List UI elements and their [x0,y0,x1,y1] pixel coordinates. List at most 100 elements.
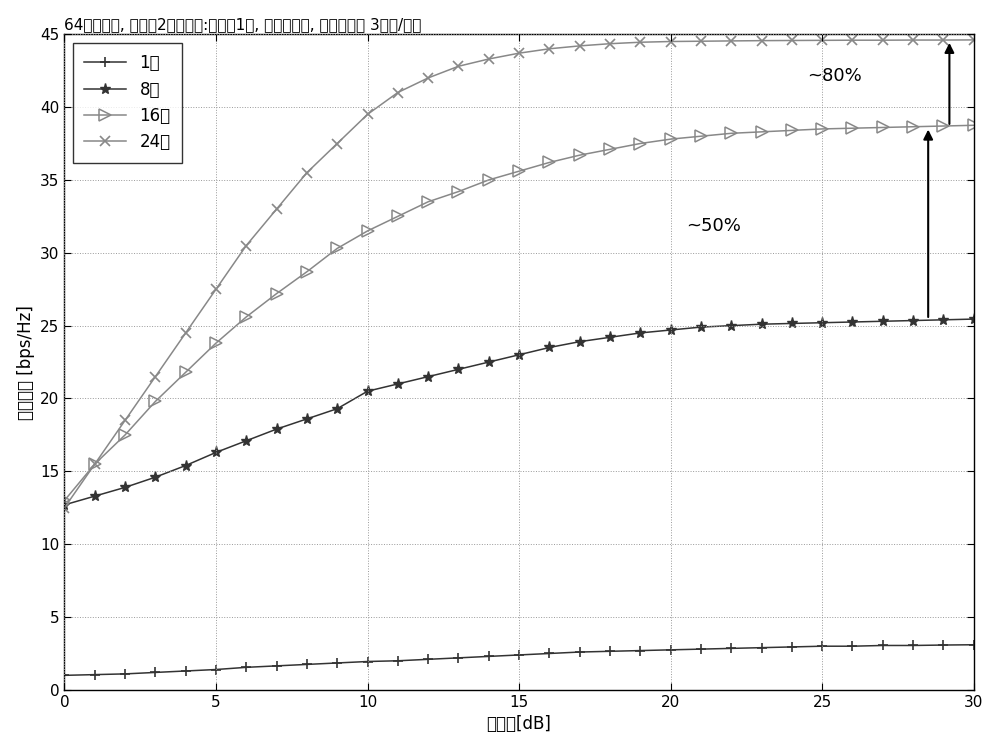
16层 [816,124,828,134]
24层 [725,37,737,46]
8层 [362,387,374,396]
1层 [362,657,374,666]
8层 [452,364,464,374]
1层 [786,643,798,652]
Text: 64发射天线, 每用户2接收天线:每用户1层, 非相关信道, 移动速度： 3公里/小时: 64发射天线, 每用户2接收天线:每用户1层, 非相关信道, 移动速度： 3公里… [64,16,422,32]
16层 [543,158,555,167]
1层 [574,647,586,656]
16层 [513,166,525,176]
24层 [362,110,374,118]
1层 [907,641,919,650]
8层 [907,316,919,325]
16层 [937,122,949,130]
8层 [665,326,677,334]
16层 [210,339,222,348]
8层 [271,424,283,433]
8层 [180,461,192,470]
16层 [301,267,313,276]
16层 [634,139,646,148]
24层 [301,168,313,177]
16层 [240,313,252,322]
1层 [58,670,70,680]
1层 [846,642,858,651]
24层 [846,36,858,45]
1层 [968,640,980,650]
16层 [907,122,919,131]
16层 [786,126,798,135]
16层 [695,132,707,141]
24层 [452,62,464,70]
24层 [392,88,404,97]
1层 [180,667,192,676]
1层 [89,670,101,679]
16层 [483,176,495,184]
24层 [665,37,677,46]
16层 [846,124,858,133]
8层 [301,415,313,424]
1层 [513,650,525,659]
8层 [695,322,707,332]
8层 [543,343,555,352]
24层 [968,35,980,44]
24层 [937,35,949,44]
24层 [513,49,525,58]
16层 [665,135,677,144]
1层 [816,642,828,651]
16层 [877,123,889,132]
8层 [58,500,70,509]
Line: 16层: 16层 [59,120,979,506]
24层 [180,328,192,338]
24层 [877,36,889,45]
24层 [816,36,828,45]
24层 [907,35,919,44]
1层 [392,656,404,665]
8层 [483,358,495,367]
Line: 24层: 24层 [60,35,979,513]
24层 [543,44,555,53]
24层 [483,55,495,64]
16层 [452,187,464,196]
8层 [513,350,525,359]
16层 [119,430,131,439]
8层 [634,328,646,338]
16层 [968,121,980,130]
24层 [786,36,798,45]
Text: ~50%: ~50% [686,217,741,235]
8层 [604,333,616,342]
8层 [574,338,586,346]
8层 [149,472,161,482]
24层 [89,460,101,469]
8层 [937,315,949,324]
24层 [240,241,252,250]
8层 [877,316,889,326]
16层 [58,496,70,505]
16层 [725,129,737,138]
24层 [271,205,283,214]
8层 [422,372,434,381]
16层 [392,211,404,220]
24层 [422,74,434,82]
1层 [210,665,222,674]
1层 [695,644,707,653]
Line: 8层: 8层 [59,314,979,511]
Legend: 1层, 8层, 16层, 24层: 1层, 8层, 16层, 24层 [73,43,182,163]
8层 [89,491,101,500]
8层 [756,320,768,328]
8层 [392,380,404,388]
Y-axis label: 频谱效率 [bps/Hz]: 频谱效率 [bps/Hz] [17,304,35,419]
1层 [756,644,768,652]
24层 [210,285,222,294]
1层 [422,655,434,664]
16层 [574,151,586,160]
24层 [331,139,343,148]
1层 [634,646,646,655]
8层 [240,436,252,445]
1层 [271,662,283,670]
24层 [604,39,616,48]
1层 [119,670,131,679]
24层 [695,37,707,46]
16层 [89,460,101,469]
8层 [119,483,131,492]
1层 [877,641,889,650]
8层 [210,448,222,457]
